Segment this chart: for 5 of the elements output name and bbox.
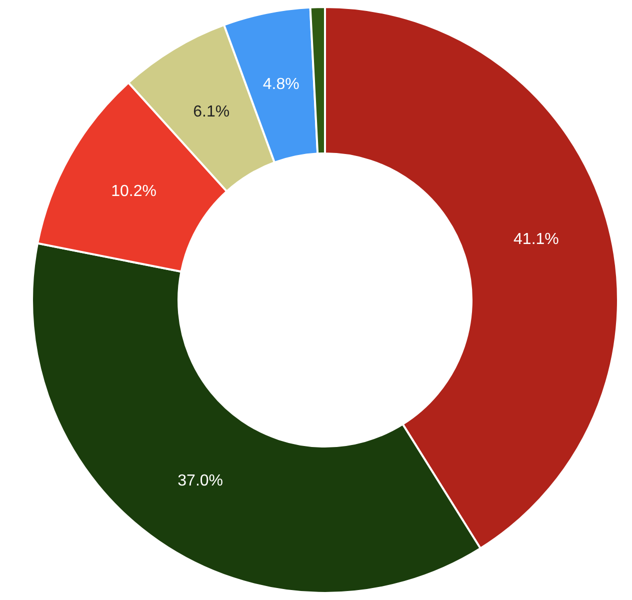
data-label: 6.1%: [193, 103, 230, 120]
data-label: 4.8%: [262, 76, 300, 94]
data-label: 10.2%: [111, 183, 156, 200]
data-label: 37.0%: [178, 472, 224, 490]
data-label: 41.1%: [514, 230, 559, 248]
